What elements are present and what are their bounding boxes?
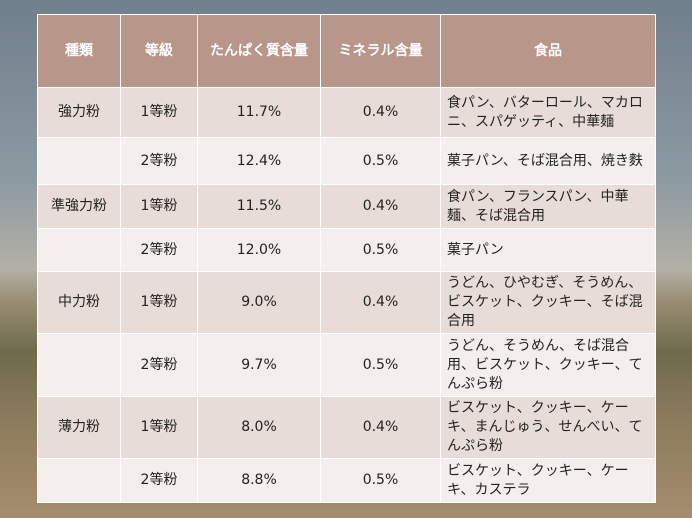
table-cell: 9.0% [197, 271, 321, 334]
header-cell: 種類 [37, 14, 121, 88]
food-cell: 菓子パン [440, 228, 656, 272]
table-cell: 強力粉 [37, 87, 121, 138]
table-cell: 12.0% [197, 228, 321, 272]
table-cell: 1等粉 [120, 396, 198, 459]
table-cell: 中力粉 [37, 271, 121, 334]
table-row: 中力粉 1等粉 9.0% 0.4% うどん、ひやむぎ、そうめん、ビスケット、クッキー、そ… [37, 271, 656, 334]
table-cell [37, 228, 121, 272]
table-cell [37, 458, 121, 503]
table-cell: 8.0% [197, 396, 321, 459]
food-cell: 菓子パン、そば混合用、焼き麩 [440, 137, 656, 185]
food-cell: ビスケット、クッキー、ケーキ、カステラ [440, 458, 656, 503]
table-cell: 0.4% [320, 271, 441, 334]
header-cell: たんぱく質含量 [197, 14, 321, 88]
table-cell: 2等粉 [120, 333, 198, 397]
table-cell: 0.4% [320, 87, 441, 138]
table-cell: 0.5% [320, 228, 441, 272]
table-cell: 8.8% [197, 458, 321, 503]
table-cell: 0.4% [320, 396, 441, 459]
food-cell: 食パン、フランスパン、中華麺、そば混合用 [440, 184, 656, 229]
header-cell: ミネラル含量 [320, 14, 441, 88]
food-cell: うどん、そうめん、そば混合用、ビスケット、クッキー、てんぷら粉 [440, 333, 656, 397]
table-row: 2等粉 8.8% 0.5% ビスケット、クッキー、ケーキ、カステラ [37, 458, 656, 503]
header-cell: 等級 [120, 14, 198, 88]
table-cell: 1等粉 [120, 87, 198, 138]
table-cell [37, 137, 121, 185]
header-row: 種類 等級 たんぱく質含量 ミネラル含量 食品 [37, 14, 656, 88]
food-cell: うどん、ひやむぎ、そうめん、ビスケット、クッキー、そば混合用 [440, 271, 656, 334]
table-body: 強力粉 1等粉 11.7% 0.4% 食パン、バターロール、マカロニ、スパゲッティ、中華… [37, 87, 656, 503]
table-row: 2等粉 9.7% 0.5% うどん、そうめん、そば混合用、ビスケット、クッキー、てんぷ… [37, 333, 656, 397]
table-cell: 0.4% [320, 184, 441, 229]
table-cell [37, 333, 121, 397]
table-row: 強力粉 1等粉 11.7% 0.4% 食パン、バターロール、マカロニ、スパゲッティ、中華… [37, 87, 656, 138]
table-cell: 1等粉 [120, 271, 198, 334]
table-cell: 0.5% [320, 458, 441, 503]
table-row: 薄力粉 1等粉 8.0% 0.4% ビスケット、クッキー、ケーキ、まんじゅう、せんべい、… [37, 396, 656, 459]
flour-table: 種類 等級 たんぱく質含量 ミネラル含量 食品 強力粉 1等粉 11.7% 0.4% 食パン、バ… [37, 14, 656, 503]
table-row: 2等粉 12.4% 0.5% 菓子パン、そば混合用、焼き麩 [37, 137, 656, 185]
table-cell: 2等粉 [120, 137, 198, 185]
table-cell: 12.4% [197, 137, 321, 185]
table-cell: 2等粉 [120, 228, 198, 272]
header-cell: 食品 [440, 14, 656, 88]
table-cell: 0.5% [320, 137, 441, 185]
table-cell: 準強力粉 [37, 184, 121, 229]
table-cell: 11.7% [197, 87, 321, 138]
table-cell: 1等粉 [120, 184, 198, 229]
table-cell: 0.5% [320, 333, 441, 397]
table-row: 2等粉 12.0% 0.5% 菓子パン [37, 228, 656, 272]
table-cell: 9.7% [197, 333, 321, 397]
table-cell: 2等粉 [120, 458, 198, 503]
table-row: 準強力粉 1等粉 11.5% 0.4% 食パン、フランスパン、中華麺、そば混合用 [37, 184, 656, 229]
table-cell: 11.5% [197, 184, 321, 229]
food-cell: 食パン、バターロール、マカロニ、スパゲッティ、中華麺 [440, 87, 656, 138]
food-cell: ビスケット、クッキー、ケーキ、まんじゅう、せんべい、てんぷら粉 [440, 396, 656, 459]
table-cell: 薄力粉 [37, 396, 121, 459]
